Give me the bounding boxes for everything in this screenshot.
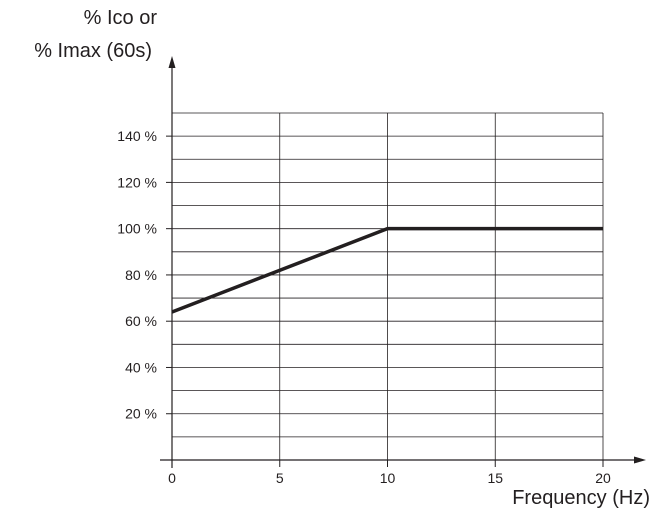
series-group (171, 226, 603, 314)
y-axis-arrow-icon (168, 56, 176, 68)
series-line (171, 226, 603, 314)
x-tick-label: 10 (380, 470, 396, 486)
x-tick-label: 15 (487, 470, 503, 486)
y-tick-label: 40 % (125, 359, 157, 375)
y-axis-title-line-1: % Ico or (84, 7, 158, 29)
y-tick-label: 60 % (125, 313, 157, 329)
grid (172, 112, 604, 460)
x-axis-title: Frequency (Hz) (512, 487, 650, 509)
x-tick-label: 0 (168, 470, 176, 486)
y-tick-label: 80 % (125, 267, 157, 283)
axis-titles: % Ico or % Imax (60s) Frequency (Hz) (34, 7, 650, 509)
x-tick-label: 5 (276, 470, 284, 486)
y-tick-label: 100 % (117, 221, 157, 237)
y-tick-label: 20 % (125, 406, 157, 422)
tick-labels: 20 % 40 % 60 % 80 % 100 % 120 % 140 % 0 5 10 15 20 (117, 128, 611, 486)
y-tick-label: 120 % (117, 174, 157, 190)
y-axis-title-line-2: % Imax (60s) (34, 40, 152, 62)
x-tick-label: 20 (595, 470, 611, 486)
x-axis-arrow-icon (634, 456, 646, 464)
axes (160, 56, 646, 468)
y-tick-label: 140 % (117, 128, 157, 144)
